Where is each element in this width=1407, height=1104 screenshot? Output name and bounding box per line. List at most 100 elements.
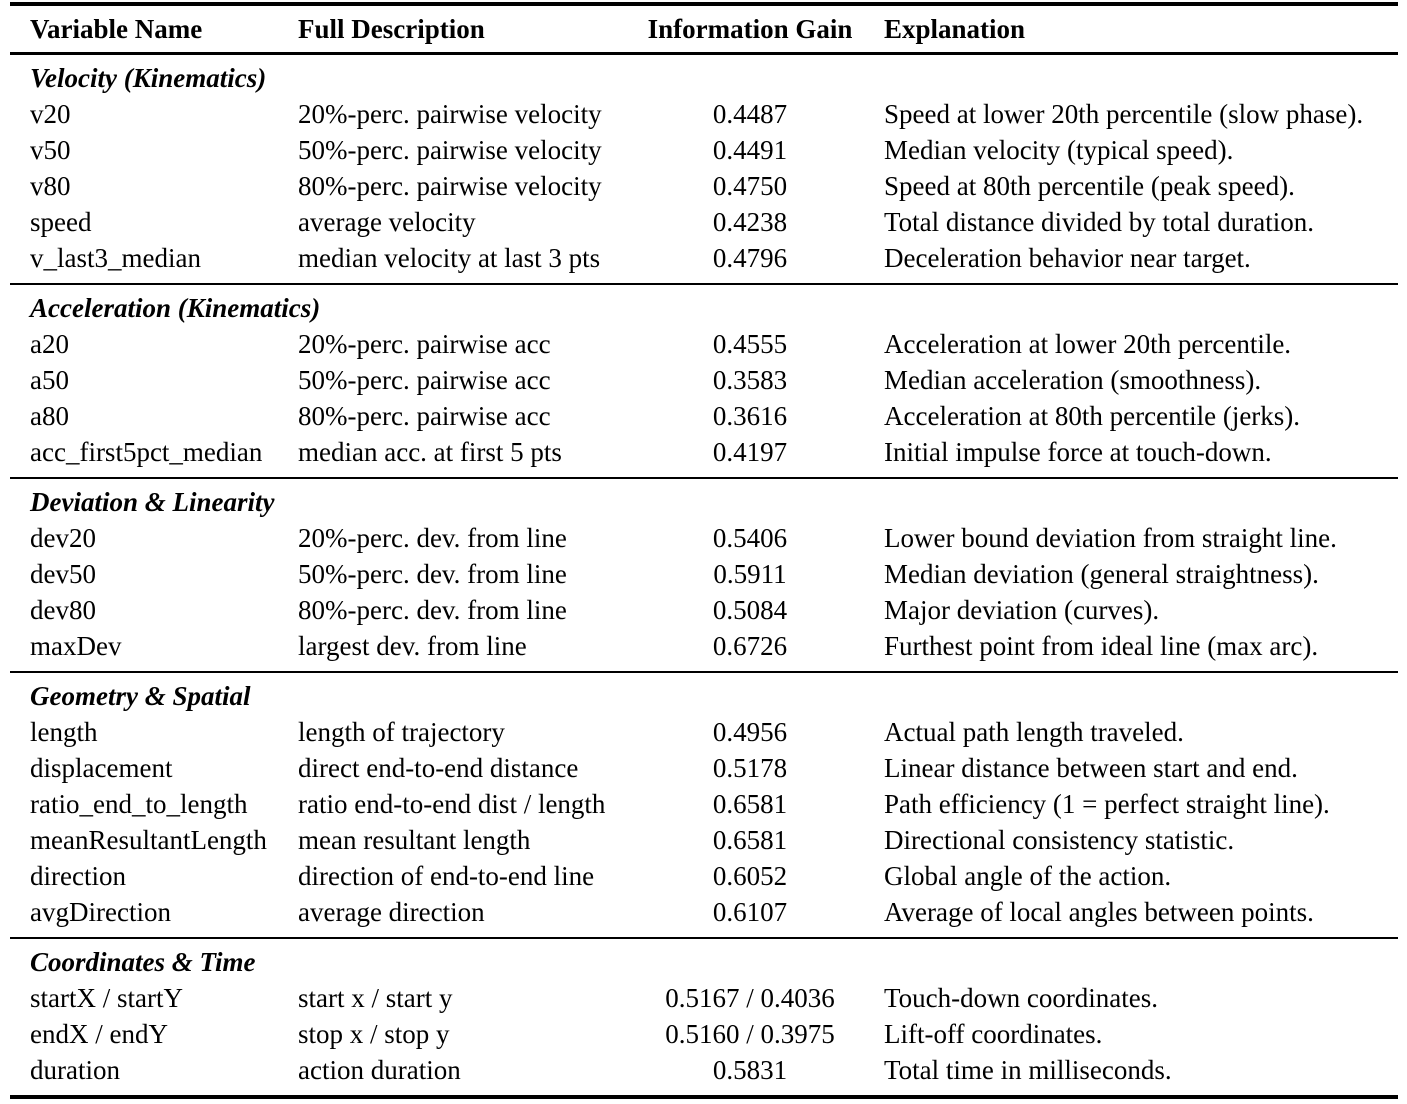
table-row: meanResultantLength mean resultant length… [10,822,1398,858]
table-row: a80 80%-perc. pairwise acc 0.3616 Accelerat… [10,398,1398,434]
table-row: displacement direct end-to-end distance 0.… [10,750,1398,786]
description-cell: action duration [298,1055,461,1085]
explanation-cell: Touch-down coordinates. [884,983,1159,1013]
description-cell: average direction [298,897,485,927]
variable-name-cell: dev50 [30,559,96,589]
table-row: speed average velocity 0.4238 Total distanc… [10,204,1398,240]
info-gain-cell: 0.5160 / 0.3975 [665,1019,835,1049]
variable-name-cell: speed [30,207,92,237]
explanation-cell: Median velocity (typical speed). [884,135,1234,165]
description-cell: 50%-perc. pairwise acc [298,365,551,395]
variable-name-cell: direction [30,861,126,891]
explanation-cell: Speed at 80th percentile (peak speed). [884,171,1295,201]
description-cell: mean resultant length [298,825,531,855]
variable-name-cell: startX / startY [30,983,183,1013]
info-gain-cell: 0.5831 [712,1055,788,1085]
info-gain-cell: 0.5178 [712,753,788,783]
explanation-cell: Average of local angles between points. [884,897,1314,927]
description-cell: largest dev. from line [298,631,527,661]
table-row: dev80 80%-perc. dev. from line 0.5084 Major… [10,592,1398,628]
section-title-row: Acceleration (Kinematics) [10,290,1398,326]
explanation-cell: Speed at lower 20th percentile (slow pha… [884,99,1364,129]
variable-name-cell: dev80 [30,595,96,625]
description-cell: 80%-perc. dev. from line [298,595,567,625]
section-title: Geometry & Spatial [30,681,251,711]
info-gain-cell: 0.4197 [712,437,788,467]
info-gain-cell: 0.5084 [712,595,788,625]
info-gain-cell: 0.3583 [712,365,788,395]
explanation-cell: Acceleration at 80th percentile (jerks). [884,401,1301,431]
variable-name-cell: dev20 [30,523,96,553]
description-cell: stop x / stop y [298,1019,450,1049]
info-gain-cell: 0.5406 [712,523,788,553]
info-gain-cell: 0.5167 / 0.4036 [665,983,835,1013]
description-cell: length of trajectory [298,717,505,747]
variable-name-cell: displacement [30,753,173,783]
explanation-cell: Total distance divided by total duration… [884,207,1315,237]
table-section: Deviation & Linearity dev20 20%-perc. dev.… [10,479,1398,673]
variable-name-cell: maxDev [30,631,122,661]
variable-name-cell: v80 [30,171,71,201]
table-section: Geometry & Spatial length length of trajec… [10,673,1398,939]
description-cell: ratio end-to-end dist / length [298,789,606,819]
table-row: a50 50%-perc. pairwise acc 0.3583 Median ac… [10,362,1398,398]
table-row: endX / endY stop x / stop y 0.5160 / 0.397… [10,1016,1398,1052]
section-title: Velocity (Kinematics) [30,63,267,93]
info-gain-cell: 0.4487 [712,99,788,129]
description-cell: 50%-perc. pairwise velocity [298,135,602,165]
info-gain-cell: 0.6726 [712,631,788,661]
description-cell: 80%-perc. pairwise velocity [298,171,602,201]
table-section: Velocity (Kinematics) v20 20%-perc. pairwi… [10,55,1398,285]
variable-name-cell: acc_first5pct_median [30,437,263,467]
table-row: dev20 20%-perc. dev. from line 0.5406 Lower… [10,520,1398,556]
explanation-cell: Major deviation (curves). [884,595,1160,625]
description-cell: direct end-to-end distance [298,753,579,783]
variable-name-cell: endX / endY [30,1019,168,1049]
info-gain-cell: 0.6052 [712,861,788,891]
table-row: avgDirection average direction 0.6107 Avera… [10,894,1398,930]
section-title-row: Coordinates & Time [10,944,1398,980]
column-header-information-gain: Information Gain [647,14,853,44]
description-cell: start x / start y [298,983,453,1013]
section-title-row: Deviation & Linearity [10,484,1398,520]
description-cell: median acc. at first 5 pts [298,437,562,467]
table-section: Acceleration (Kinematics) a20 20%-perc. pa… [10,285,1398,479]
explanation-cell: Acceleration at lower 20th percentile. [884,329,1292,359]
info-gain-cell: 0.3616 [712,401,788,431]
info-gain-cell: 0.6581 [712,789,788,819]
description-cell: average velocity [298,207,476,237]
variable-name-cell: length [30,717,98,747]
description-cell: 20%-perc. dev. from line [298,523,567,553]
variable-name-cell: meanResultantLength [30,825,267,855]
column-header-variable-name: Variable Name [30,14,203,44]
table-row: a20 20%-perc. pairwise acc 0.4555 Accelerat… [10,326,1398,362]
variable-name-cell: a50 [30,365,69,395]
info-gain-cell: 0.4796 [712,243,788,273]
description-cell: direction of end-to-end line [298,861,595,891]
table-row: startX / startY start x / start y 0.5167 /… [10,980,1398,1016]
variable-name-cell: ratio_end_to_length [30,789,248,819]
table-row: duration action duration 0.5831 Total time … [10,1052,1398,1088]
info-gain-cell: 0.4956 [712,717,788,747]
header-row: Variable Name Full Description Informati… [10,6,1398,55]
info-gain-cell: 0.4491 [712,135,788,165]
section-title: Deviation & Linearity [30,487,275,517]
description-cell: median velocity at last 3 pts [298,243,601,273]
description-cell: 80%-perc. pairwise acc [298,401,551,431]
section-title: Acceleration (Kinematics) [30,293,321,323]
variable-name-cell: v50 [30,135,71,165]
section-title: Coordinates & Time [30,947,256,977]
section-title-row: Geometry & Spatial [10,678,1398,714]
info-gain-cell: 0.5911 [713,559,787,589]
variable-name-cell: a80 [30,401,69,431]
table-row: acc_first5pct_median median acc. at first… [10,434,1398,470]
variable-name-cell: avgDirection [30,897,171,927]
description-cell: 20%-perc. pairwise acc [298,329,551,359]
info-gain-cell: 0.4555 [712,329,788,359]
explanation-cell: Directional consistency statistic. [884,825,1235,855]
info-gain-cell: 0.4238 [712,207,788,237]
explanation-cell: Deceleration behavior near target. [884,243,1251,273]
table-row: direction direction of end-to-end line 0.6… [10,858,1398,894]
explanation-cell: Furthest point from ideal line (max arc)… [884,631,1319,661]
table-row: v20 20%-perc. pairwise velocity 0.4487 Spee… [10,96,1398,132]
